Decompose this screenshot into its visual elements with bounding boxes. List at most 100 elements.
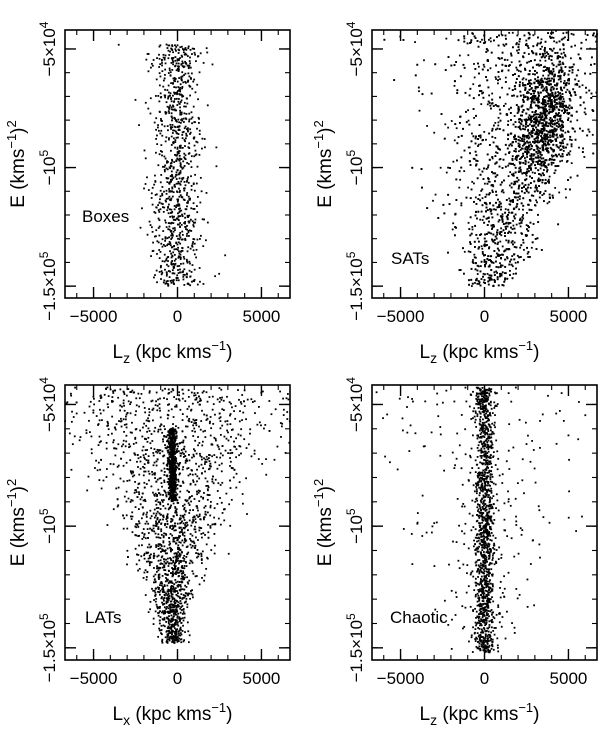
scatter-point xyxy=(559,160,562,163)
x-tick-label: −5000 xyxy=(70,307,118,326)
scatter-point xyxy=(150,192,153,195)
scatter-point xyxy=(491,92,494,95)
scatter-point xyxy=(530,97,533,100)
scatter-point xyxy=(483,259,486,261)
scatter-point xyxy=(241,493,244,495)
scatter-point xyxy=(496,276,499,279)
scatter-point xyxy=(473,63,475,65)
scatter-point xyxy=(158,257,161,260)
scatter-point xyxy=(491,189,494,192)
scatter-point xyxy=(463,149,466,152)
scatter-point xyxy=(164,73,166,76)
scatter-point xyxy=(172,227,175,230)
scatter-point xyxy=(158,72,161,75)
scatter-point xyxy=(177,237,179,240)
scatter-point xyxy=(180,119,183,121)
scatter-point xyxy=(179,165,182,167)
scatter-point xyxy=(538,106,540,109)
scatter-point xyxy=(569,120,572,123)
scatter-point xyxy=(165,259,167,262)
scatter-point xyxy=(587,128,590,131)
scatter-point xyxy=(174,587,177,590)
scatter-point xyxy=(176,274,179,277)
scatter-point xyxy=(528,118,530,121)
scatter-point xyxy=(568,112,571,114)
scatter-point xyxy=(170,558,172,560)
scatter-point xyxy=(548,105,551,108)
scatter-point xyxy=(552,64,555,67)
scatter-point xyxy=(191,280,193,283)
scatter-point xyxy=(498,249,500,252)
scatter-point xyxy=(496,243,499,246)
scatter-point xyxy=(527,141,530,144)
scatter-point xyxy=(590,92,593,95)
scatter-point xyxy=(540,130,543,133)
scatter-point xyxy=(201,147,203,150)
scatter-point xyxy=(551,118,554,121)
scatter-point xyxy=(546,81,549,84)
scatter-point xyxy=(167,84,170,87)
scatter-point xyxy=(489,208,491,211)
scatter-point xyxy=(480,233,483,236)
scatter-point xyxy=(527,183,530,186)
scatter-point xyxy=(177,65,179,68)
scatter-point xyxy=(552,80,555,83)
scatter-point xyxy=(168,190,171,192)
scatter-point xyxy=(549,125,552,127)
scatter-point xyxy=(537,80,540,83)
scatter-point xyxy=(169,270,171,273)
scatter-point xyxy=(547,112,550,115)
scatter-point xyxy=(470,188,473,191)
scatter-point xyxy=(178,171,181,174)
scatter-point xyxy=(181,146,184,149)
scatter-point xyxy=(203,218,205,221)
scatter-point xyxy=(541,136,543,139)
scatter-point xyxy=(170,221,173,224)
scatter-point xyxy=(516,192,518,195)
scatter-point xyxy=(177,69,180,72)
scatter-point xyxy=(545,135,548,138)
scatter-point xyxy=(536,86,539,89)
scatter-point xyxy=(178,182,181,185)
scatter-point xyxy=(481,92,484,95)
scatter-point xyxy=(494,122,497,124)
scatter-point xyxy=(517,138,520,141)
scatter-point xyxy=(164,282,167,285)
scatter-point xyxy=(169,230,172,233)
scatter-point xyxy=(189,262,191,265)
scatter-point xyxy=(548,158,551,161)
scatter-point xyxy=(167,97,169,100)
scatter-point xyxy=(170,128,172,130)
scatter-point xyxy=(501,189,504,192)
scatter-point xyxy=(145,58,148,61)
scatter-point xyxy=(544,56,546,59)
scatter-point xyxy=(551,36,553,39)
scatter-point xyxy=(480,278,483,281)
scatter-point xyxy=(514,121,517,123)
scatter-point xyxy=(581,151,584,153)
scatter-point xyxy=(164,88,166,91)
scatter-point xyxy=(563,104,566,107)
scatter-point xyxy=(176,204,179,207)
scatter-point xyxy=(496,213,499,216)
scatter-point xyxy=(533,113,536,116)
scatter-point xyxy=(542,174,545,177)
scatter-point xyxy=(563,51,565,54)
scatter-point xyxy=(198,465,200,468)
scatter-point xyxy=(173,283,176,285)
scatter-point xyxy=(551,155,554,158)
scatter-point xyxy=(463,37,466,40)
scatter-point xyxy=(541,130,544,133)
scatter-point xyxy=(478,283,480,285)
scatter-point xyxy=(471,260,474,263)
scatter-point xyxy=(166,168,169,171)
scatter-point xyxy=(186,178,189,180)
scatter-point xyxy=(184,184,187,187)
scatter-point xyxy=(183,284,186,286)
scatter-point xyxy=(534,70,536,72)
scatter-point xyxy=(501,253,504,256)
scatter-point xyxy=(468,283,470,286)
scatter-point xyxy=(511,265,514,268)
scatter-point xyxy=(167,206,169,209)
scatter-point xyxy=(488,246,491,249)
